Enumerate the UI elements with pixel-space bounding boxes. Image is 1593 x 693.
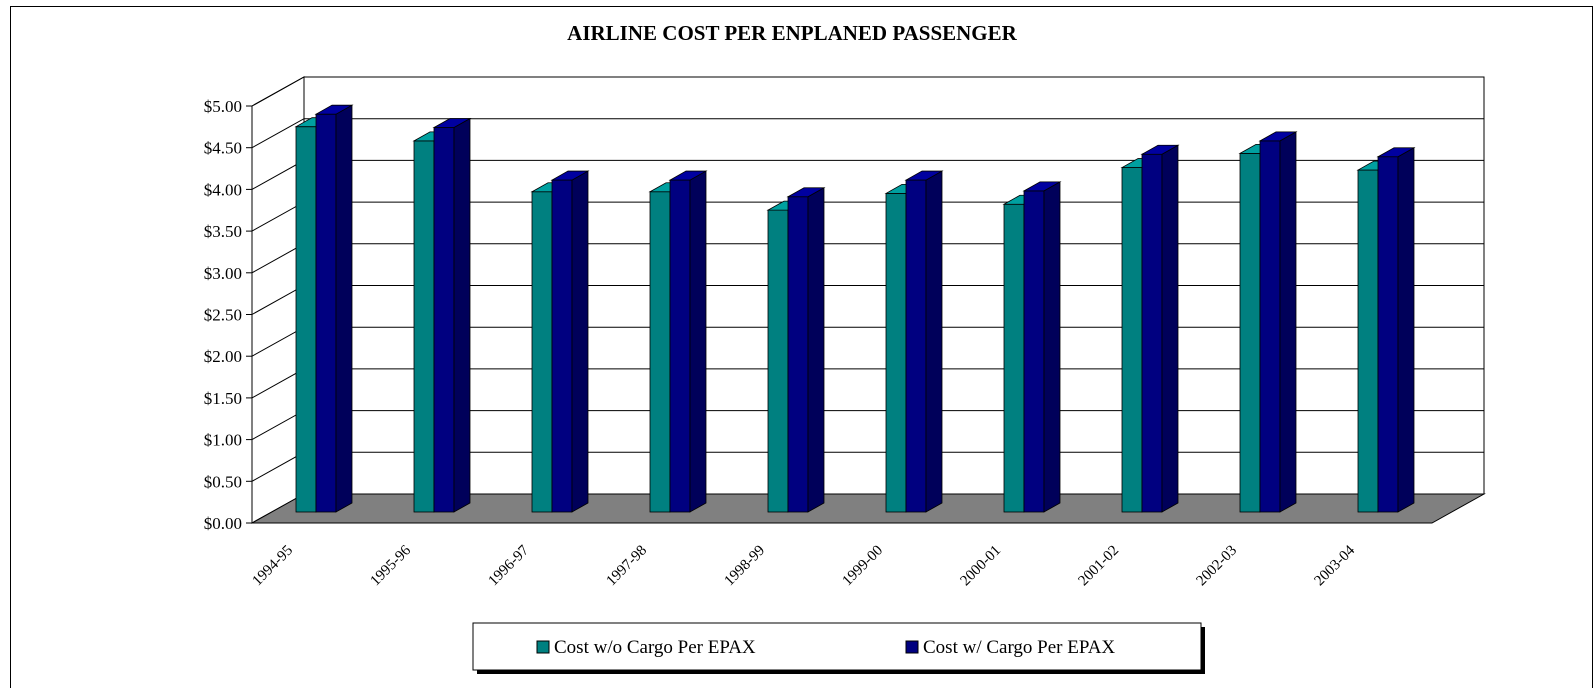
- bars: [294, 104, 1416, 513]
- x-tick-label: 1998-99: [721, 543, 768, 590]
- bar-top: [1258, 131, 1298, 142]
- bar-1-0: [314, 104, 354, 513]
- legend-swatch-cost-without-cargo: [536, 640, 550, 654]
- bar-top: [314, 104, 354, 115]
- x-tick-label: 1994-95: [249, 543, 296, 590]
- bar-side: [1161, 144, 1179, 513]
- bar-1-8: [1258, 131, 1298, 513]
- bar-1-4: [786, 187, 826, 513]
- bar-1-9: [1376, 147, 1416, 513]
- bar-top: [668, 170, 708, 181]
- y-tick-label: $0.50: [204, 472, 242, 491]
- y-tick-label: $4.50: [204, 139, 242, 158]
- bar-front: [433, 127, 455, 513]
- bar-1-3: [668, 170, 708, 513]
- x-tick-label: 1996-97: [485, 542, 532, 589]
- bar-front: [1141, 153, 1163, 513]
- legend-box: [472, 622, 1202, 671]
- y-tick-label: $3.00: [204, 264, 242, 283]
- gridline: [251, 76, 1484, 107]
- y-tick-label: $3.50: [204, 222, 242, 241]
- bar-top: [550, 170, 590, 181]
- x-tick-label: 2003-04: [1311, 542, 1358, 589]
- bar-front: [295, 126, 317, 513]
- y-tick-label: $4.00: [204, 180, 242, 199]
- bar-top: [1140, 144, 1180, 155]
- bar-front: [885, 193, 907, 513]
- legend-label-cost-without-cargo: Cost w/o Cargo Per EPAX: [554, 637, 756, 658]
- y-tick-label: $5.00: [204, 97, 242, 116]
- bar-side: [1279, 131, 1297, 513]
- x-tick-label: 2000-01: [957, 543, 1004, 590]
- bar-side: [335, 104, 353, 513]
- y-axis: $0.00 $0.50 $1.00 $1.50 $2.00 $2.50 $3.00 $3.50…: [204, 97, 253, 533]
- bar-side: [925, 170, 943, 513]
- x-tick-label: 1999-00: [839, 543, 886, 590]
- chart-title: AIRLINE COST PER ENPLANED PASSENGER: [567, 21, 1017, 45]
- y-tick-label: $2.00: [204, 347, 242, 366]
- bar-side: [571, 170, 589, 513]
- bar-side: [1397, 147, 1415, 513]
- bar-front: [767, 209, 789, 513]
- bar-side: [689, 170, 707, 513]
- bar-front: [551, 179, 573, 513]
- legend-swatch-cost-with-cargo: [905, 640, 919, 654]
- bar-front: [649, 191, 671, 513]
- bar-top: [432, 118, 472, 128]
- y-tick-label: $0.00: [204, 514, 242, 533]
- bar-front: [413, 140, 435, 513]
- legend-label-cost-with-cargo: Cost w/ Cargo Per EPAX: [923, 637, 1115, 658]
- bar-top: [1022, 181, 1062, 192]
- bar-side: [453, 117, 471, 513]
- bar-front: [1259, 140, 1281, 513]
- bar-front: [787, 196, 809, 513]
- bar-top: [786, 187, 826, 198]
- bar-1-6: [1022, 181, 1062, 513]
- bar-front: [1377, 156, 1399, 513]
- x-axis: 1994-95 1995-96 1996-97 1997-98 1998-99 1999-…: [249, 542, 1358, 589]
- bar-front: [1003, 203, 1025, 513]
- bar-1-2: [550, 170, 590, 513]
- legend: Cost w/o Cargo Per EPAX Cost w/ Cargo Pe…: [472, 622, 1205, 674]
- x-tick-label: 2002-03: [1193, 543, 1240, 590]
- bar-front: [531, 191, 553, 513]
- bar-1-7: [1140, 144, 1180, 513]
- bar-front: [905, 179, 927, 513]
- y-tick-label: $1.00: [204, 431, 242, 450]
- bar-front: [669, 179, 691, 513]
- y-tick-label: $1.50: [204, 389, 242, 408]
- bar-front: [315, 113, 337, 513]
- x-tick-label: 2001-02: [1075, 543, 1122, 590]
- y-tick-label: $2.50: [204, 306, 242, 325]
- bar-top: [904, 170, 944, 181]
- x-tick-label: 1997-98: [603, 543, 650, 590]
- bar-top: [1376, 147, 1416, 158]
- x-tick-label: 1995-96: [367, 542, 414, 589]
- gridline: [251, 118, 1484, 149]
- bar-1-5: [904, 170, 944, 513]
- bar-side: [807, 187, 825, 513]
- bar-front: [1121, 167, 1143, 513]
- bar-front: [1357, 169, 1379, 513]
- bar-front: [1239, 152, 1261, 513]
- bar-1-1: [432, 117, 472, 513]
- bar-side: [1043, 181, 1061, 513]
- bar-front: [1023, 190, 1045, 513]
